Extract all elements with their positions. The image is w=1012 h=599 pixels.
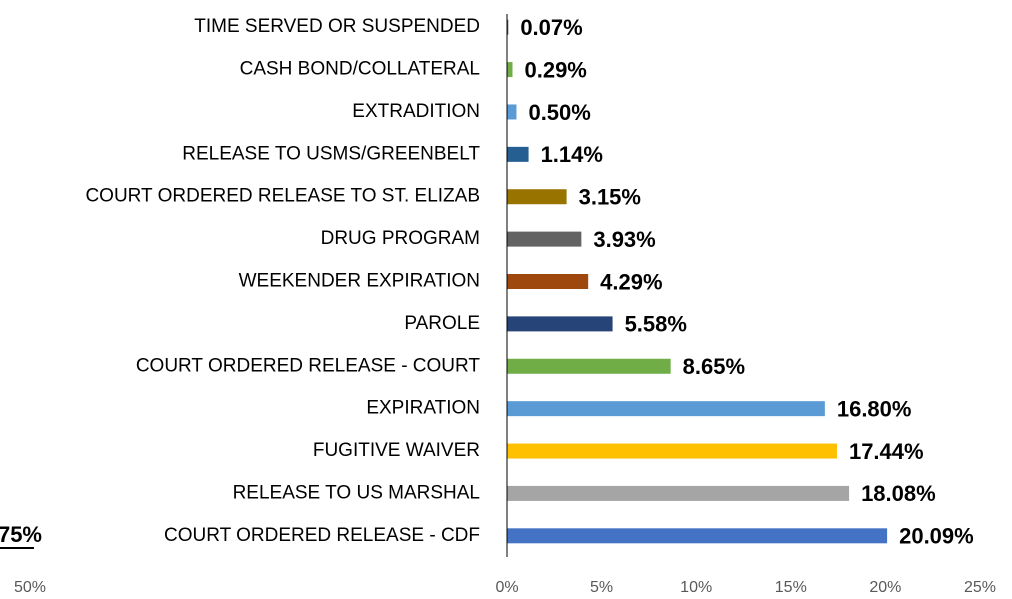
- bar: [507, 104, 517, 120]
- value-label: 18.08%: [861, 481, 936, 506]
- category-label: DRUG PROGRAM: [321, 228, 480, 249]
- category-label: RELEASE TO USMS/GREENBELT: [182, 143, 480, 164]
- bar: [507, 316, 613, 332]
- category-label: COURT ORDERED RELEASE - CDF: [164, 525, 480, 546]
- category-label: PAROLE: [404, 313, 480, 334]
- clipped-value-label: 75%: [0, 522, 42, 547]
- category-label: EXPIRATION: [366, 398, 480, 419]
- category-label: EXTRADITION: [352, 101, 480, 122]
- value-label: 5.58%: [625, 312, 687, 337]
- x-tick-label: 5%: [590, 579, 613, 596]
- bar: [507, 401, 825, 417]
- x-tick-label: 25%: [964, 579, 996, 596]
- category-label: CASH BOND/COLLATERAL: [240, 59, 480, 80]
- category-label: RELEASE TO US MARSHAL: [233, 482, 480, 503]
- x-tick-label: 10%: [680, 579, 712, 596]
- bar: [507, 358, 671, 374]
- category-label: COURT ORDERED RELEASE TO ST. ELIZAB: [85, 186, 480, 207]
- value-label: 1.14%: [541, 142, 603, 167]
- value-label: 0.50%: [528, 100, 590, 125]
- value-label: 20.09%: [899, 524, 974, 549]
- clipped-tick-label: 50%: [14, 579, 46, 596]
- bar: [507, 189, 567, 205]
- value-label: 16.80%: [837, 396, 912, 421]
- category-label: FUGITIVE WAIVER: [313, 440, 480, 461]
- category-label: TIME SERVED OR SUSPENDED: [194, 16, 480, 37]
- bar: [507, 19, 509, 35]
- x-tick-label: 20%: [869, 579, 901, 596]
- x-tick-label: 0%: [495, 579, 518, 596]
- value-label: 3.93%: [593, 227, 655, 252]
- x-tick-label: 15%: [775, 579, 807, 596]
- bar: [507, 528, 888, 544]
- value-label: 8.65%: [683, 354, 745, 379]
- value-label: 0.07%: [520, 15, 582, 40]
- value-label: 17.44%: [849, 439, 924, 464]
- value-label: 3.15%: [579, 185, 641, 210]
- category-label: COURT ORDERED RELEASE - COURT: [136, 355, 481, 376]
- bar: [507, 274, 589, 289]
- bar: [507, 485, 850, 501]
- category-label: WEEKENDER EXPIRATION: [239, 271, 480, 292]
- value-label: 0.29%: [524, 57, 586, 82]
- bar: [507, 231, 582, 247]
- bar: [507, 443, 837, 459]
- bar: [507, 62, 513, 78]
- bar: [507, 146, 529, 162]
- value-label: 4.29%: [600, 269, 662, 294]
